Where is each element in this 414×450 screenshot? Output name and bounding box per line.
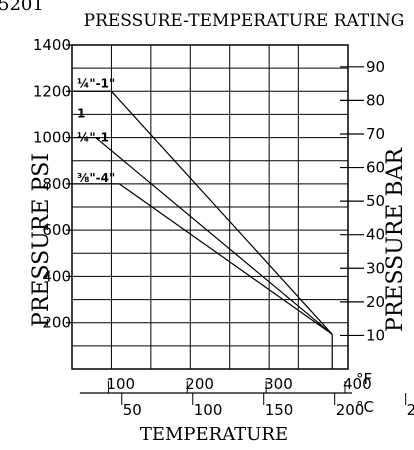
unit-celsius: °C	[356, 398, 374, 416]
fahrenheit-tick-label: 200	[185, 375, 214, 393]
psi-tick-label: 1000	[33, 129, 71, 147]
rating-line	[72, 90, 333, 335]
rating-label: ⅜"-4"	[77, 171, 115, 185]
temperature-axis: 10020030040050050100150200250	[79, 375, 414, 419]
psi-tick-label: 600	[42, 221, 71, 239]
celsius-tick-label: 50	[123, 401, 142, 419]
grid	[72, 45, 348, 369]
rating-line	[72, 183, 333, 335]
psi-tick-label: 800	[42, 175, 71, 193]
celsius-tick-label: 250	[407, 401, 414, 419]
fahrenheit-tick-label: 400	[343, 375, 372, 393]
psi-tick-label: 400	[42, 267, 71, 285]
plot-border	[71, 44, 349, 370]
rating-label: ¼"-1	[77, 131, 109, 145]
plot-frame	[71, 44, 349, 370]
psi-tick-label: 1200	[33, 82, 71, 100]
psi-tick-label: 1400	[33, 36, 71, 54]
y-axis-label-left: PRESSURE PSI	[29, 153, 54, 327]
rating-line	[72, 136, 333, 335]
bar-tick-label: 90	[366, 58, 385, 76]
bar-axis: 10 20 30 40 50 60 70 80 90	[340, 58, 385, 344]
rating-label: 1	[77, 107, 85, 121]
bar-tick-label: 60	[366, 159, 385, 177]
celsius-tick-label: 200	[336, 401, 365, 419]
psi-axis: 200 400 600 800 1000 1200 1400	[33, 36, 72, 332]
figure-label: 5201	[0, 0, 44, 15]
bar-tick-label: 50	[366, 192, 385, 210]
fahrenheit-tick-label: 100	[106, 375, 135, 393]
chart-title: PRESSURE-TEMPERATURE RATING	[84, 11, 405, 31]
bar-tick-label: 20	[366, 293, 385, 311]
bar-tick-label: 80	[366, 91, 385, 109]
rating-lines	[72, 90, 333, 369]
rating-labels: ¼"-1" 1 ¼"-1 ⅜"-4"	[77, 76, 115, 185]
celsius-tick-label: 150	[265, 401, 294, 419]
fahrenheit-tick-label: 300	[264, 375, 293, 393]
unit-fahrenheit: °F	[356, 370, 372, 388]
bar-tick-label: 40	[366, 226, 385, 244]
psi-tick-label: 200	[42, 314, 71, 332]
bar-tick-label: 30	[366, 259, 385, 277]
celsius-tick-label: 100	[194, 401, 223, 419]
x-axis-label: TEMPERATURE	[140, 424, 288, 445]
bar-tick-label: 70	[366, 125, 385, 143]
y-axis-label-right: PRESSURE BAR	[383, 147, 408, 332]
bar-tick-label: 10	[366, 326, 385, 344]
rating-label: ¼"-1"	[77, 76, 115, 90]
